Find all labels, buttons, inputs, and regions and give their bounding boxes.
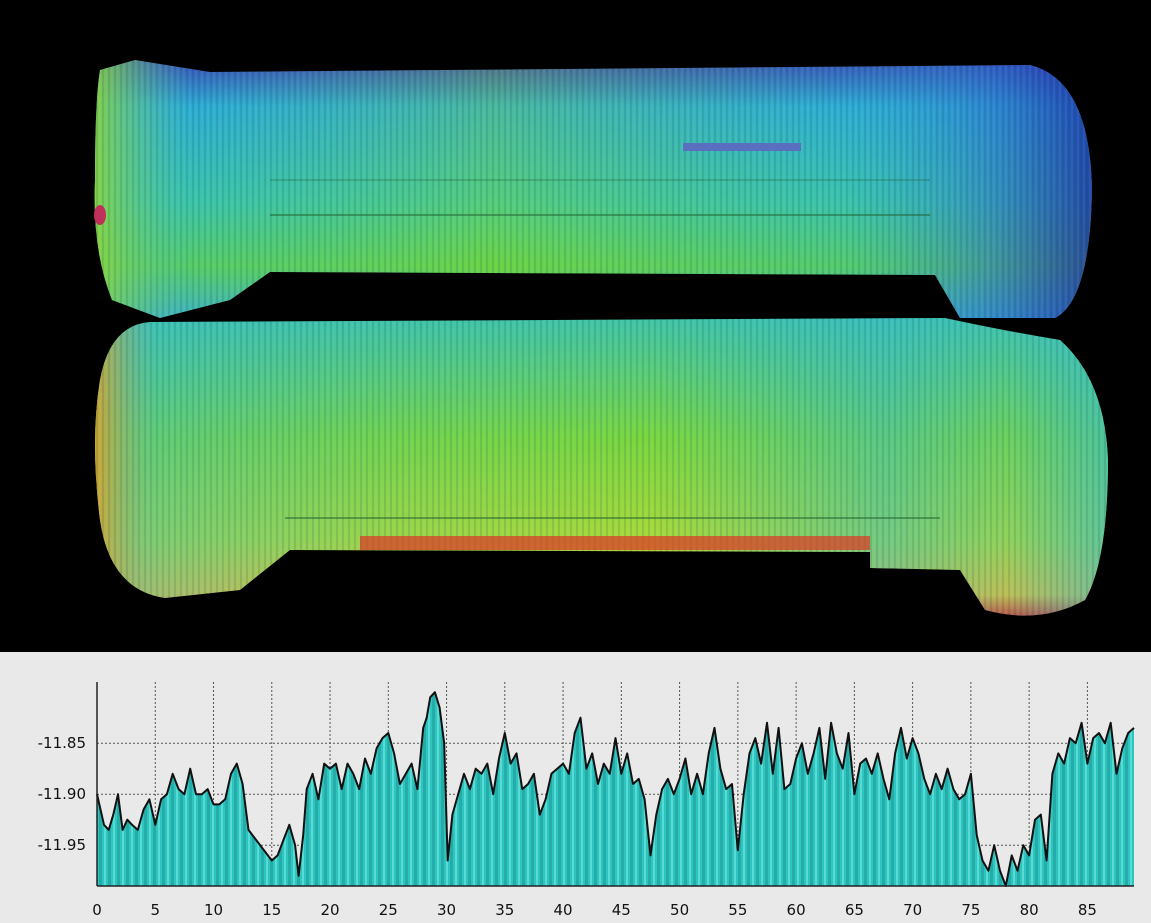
x-tick-label: 25 xyxy=(379,901,398,919)
x-tick-label: 5 xyxy=(150,901,160,919)
y-tick-label: -11.90 xyxy=(38,785,86,803)
depth-profile-panel: -11.85 -11.90 -11.95 0 5 10 15 20 25 30 35 40 45 50 5… xyxy=(0,652,1151,923)
depth-profile-chart: -11.85 -11.90 -11.95 0 5 10 15 20 25 30 35 40 45 50 5… xyxy=(38,682,1135,919)
x-tick-label: 75 xyxy=(961,901,980,919)
x-tick-label: 60 xyxy=(787,901,806,919)
x-tick-label: 10 xyxy=(204,901,223,919)
profile-fill xyxy=(97,692,1134,886)
profile-line xyxy=(96,691,1135,887)
x-tick-label: 50 xyxy=(670,901,689,919)
x-tick-label: 40 xyxy=(554,901,573,919)
axes xyxy=(96,682,1134,887)
x-tick-label: 80 xyxy=(1020,901,1039,919)
x-tick-label: 15 xyxy=(262,901,281,919)
x-tick-label: 65 xyxy=(845,901,864,919)
y-tick-label: -11.95 xyxy=(38,836,86,854)
profile-area xyxy=(96,691,1135,887)
x-tick-label: 35 xyxy=(495,901,514,919)
x-tick-label: 0 xyxy=(92,901,102,919)
y-tick-label: -11.85 xyxy=(38,734,86,752)
x-tick-label: 30 xyxy=(437,901,456,919)
x-tick-label: 85 xyxy=(1078,901,1097,919)
x-tick-label: 20 xyxy=(320,901,339,919)
y-tick-labels: -11.85 -11.90 -11.95 xyxy=(38,734,86,854)
x-tick-label: 55 xyxy=(728,901,747,919)
survey-line-marker xyxy=(683,143,801,151)
x-tick-labels: 0 5 10 15 20 25 30 35 40 45 50 55 60 65 70 75 80 85 xyxy=(92,901,1097,919)
x-tick-label: 70 xyxy=(903,901,922,919)
x-tick-label: 45 xyxy=(612,901,631,919)
bathymetry-mosaic xyxy=(0,0,1151,652)
bathymetry-mosaic-image xyxy=(94,60,1108,616)
